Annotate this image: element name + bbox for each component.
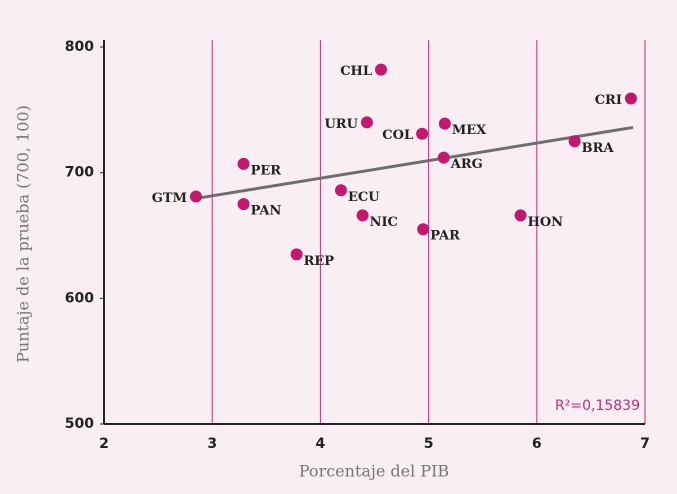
point: [360, 116, 373, 129]
point-label: HON: [528, 215, 564, 230]
point: [334, 184, 347, 197]
x-tick-label: 5: [424, 436, 434, 452]
point: [374, 63, 387, 76]
x-tick-label: 6: [532, 436, 542, 452]
annotation: R²=0,15839: [555, 398, 640, 414]
point: [514, 209, 527, 222]
y-tick-label: 500: [65, 416, 94, 432]
point: [356, 209, 369, 222]
point: [416, 127, 429, 140]
point-label: COL: [382, 128, 413, 143]
point: [237, 198, 250, 211]
x-tick-label: 3: [207, 436, 217, 452]
point: [237, 157, 250, 170]
y-tick-label: 800: [65, 39, 94, 55]
point-label: CRI: [595, 93, 622, 108]
x-tick-label: 7: [640, 436, 650, 452]
point-label: NIC: [370, 215, 398, 230]
point-label: PAR: [430, 229, 460, 244]
y-tick-label: 600: [65, 290, 94, 306]
point-label: ARG: [450, 157, 483, 172]
point-label: MEX: [452, 123, 487, 138]
point-label: CHL: [340, 64, 372, 79]
point: [568, 135, 581, 148]
point: [189, 190, 202, 203]
point: [290, 248, 303, 261]
y-axis-label: Puntaje de la prueba (700, 100): [14, 105, 33, 363]
x-axis-label: Porcentaje del PIB: [299, 462, 449, 481]
x-tick-label: 4: [316, 436, 326, 452]
point-label: GTM: [152, 191, 187, 206]
point-label: URU: [324, 117, 358, 132]
point-label: REP: [304, 254, 335, 269]
trendline: [195, 125, 634, 200]
point: [438, 117, 451, 130]
point-label: BRA: [582, 141, 615, 156]
y-tick-label: 700: [65, 165, 94, 181]
point: [437, 151, 450, 164]
x-tick-label: 2: [99, 436, 109, 452]
point: [417, 223, 430, 236]
point-label: PAN: [251, 204, 282, 219]
point: [624, 92, 637, 105]
point-label: ECU: [348, 190, 380, 205]
point-label: PER: [251, 163, 282, 178]
